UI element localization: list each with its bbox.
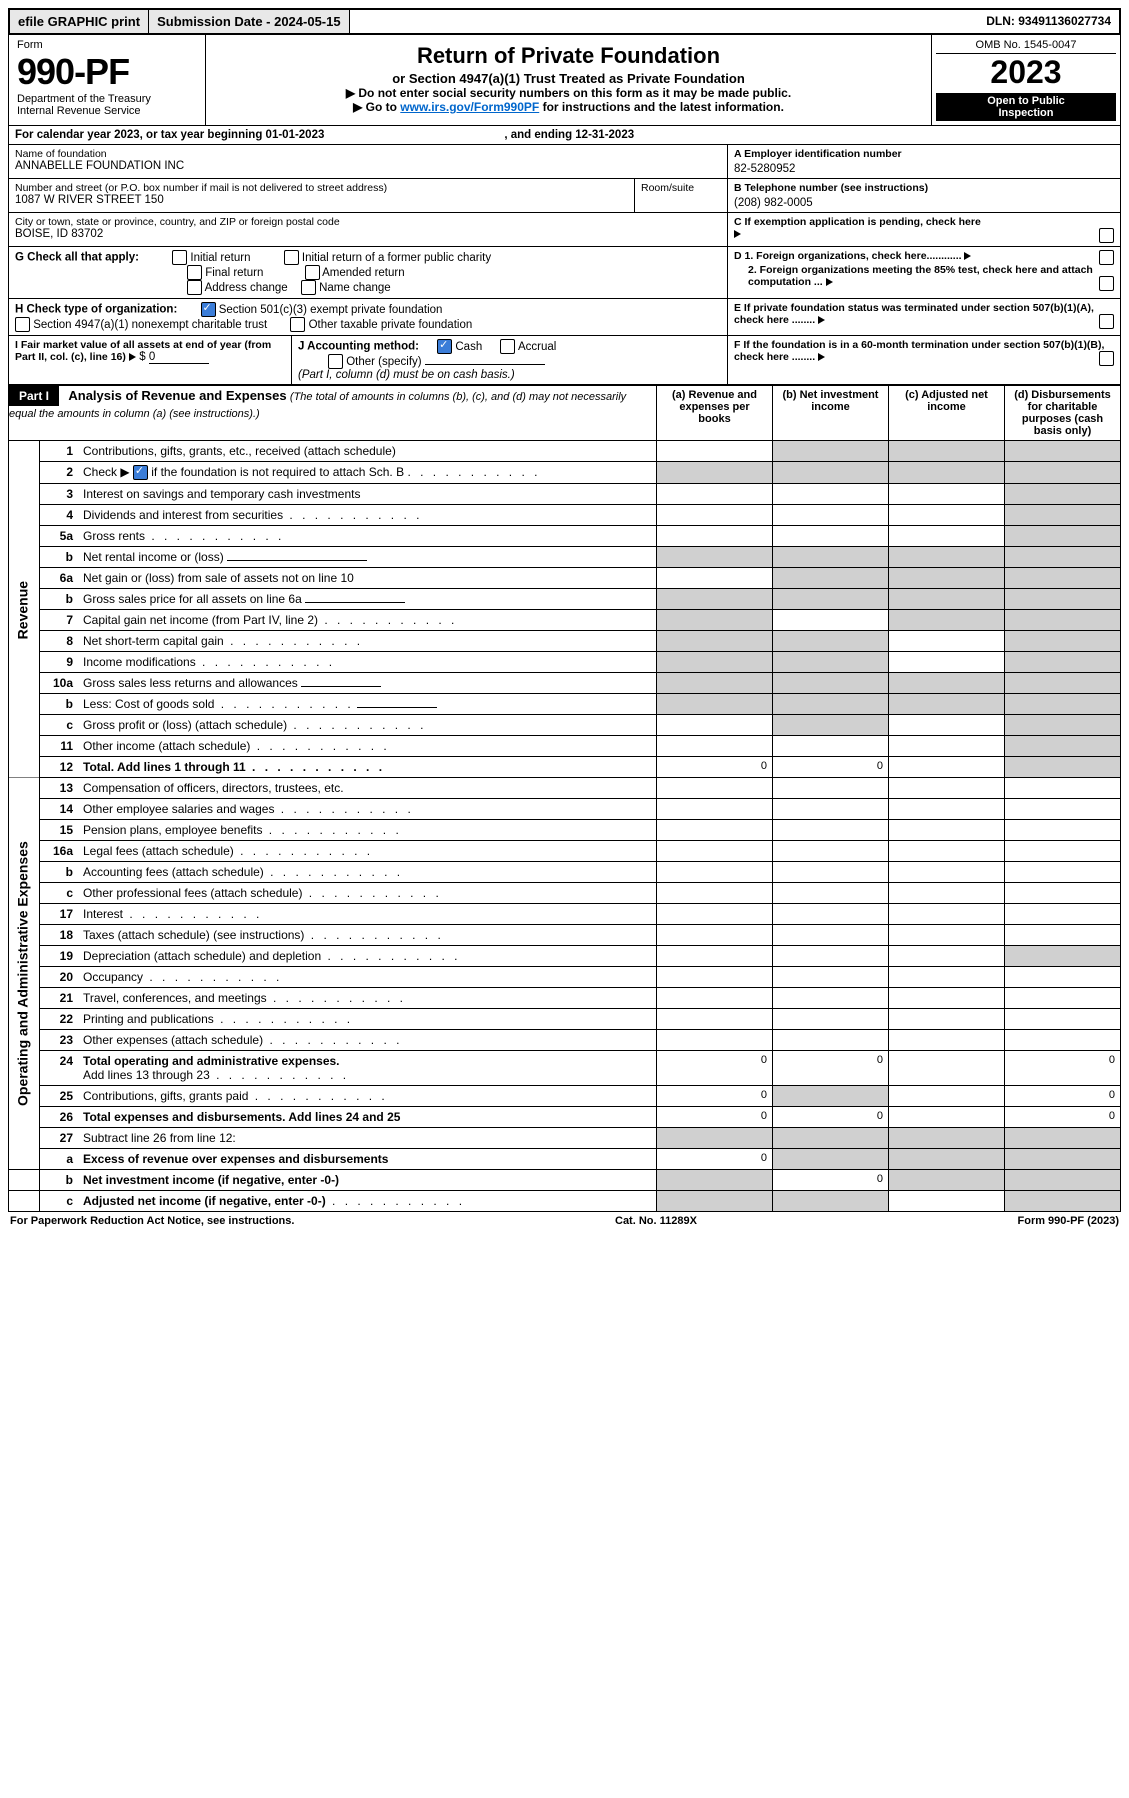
header-bar: efile GRAPHIC print Submission Date - 20… (8, 8, 1121, 35)
part1-title: Analysis of Revenue and Expenses (68, 388, 286, 403)
name-label: Name of foundation (15, 148, 721, 160)
room-label: Room/suite (635, 179, 728, 213)
g-amended[interactable] (305, 265, 320, 280)
form-label: Form (17, 39, 43, 51)
j-other[interactable] (328, 354, 343, 369)
footer-left: For Paperwork Reduction Act Notice, see … (10, 1215, 294, 1227)
f-label: F If the foundation is in a 60-month ter… (734, 339, 1104, 363)
ein: 82-5280952 (734, 163, 1114, 175)
note1: ▶ Do not enter social security numbers o… (222, 86, 915, 100)
j-note: (Part I, column (d) must be on cash basi… (298, 369, 515, 381)
j-accrual[interactable] (500, 339, 515, 354)
col-a: (a) Revenue and expenses per books (657, 386, 773, 441)
dln-text: DLN: 93491136027734 (978, 10, 1119, 33)
g-initial-former[interactable] (284, 250, 299, 265)
calyear-text: For calendar year 2023, or tax year begi… (15, 129, 324, 141)
year-box: OMB No. 1545-0047 2023 Open to PublicIns… (931, 35, 1120, 125)
submission-button[interactable]: Submission Date - 2024-05-15 (149, 10, 350, 33)
e-label: E If private foundation status was termi… (734, 302, 1094, 326)
arrow-icon (964, 252, 971, 260)
foundation-city: BOISE, ID 83702 (15, 228, 721, 240)
arrow-icon (129, 353, 136, 361)
arrow-icon (826, 278, 833, 286)
arrow-icon (734, 230, 741, 238)
f-checkbox[interactable] (1099, 351, 1114, 366)
h-4947[interactable] (15, 317, 30, 332)
i-value: 0 (149, 351, 209, 364)
irs-link[interactable]: www.irs.gov/Form990PF (400, 100, 539, 114)
omb: OMB No. 1545-0047 (936, 39, 1116, 54)
irs-label: Internal Revenue Service (17, 105, 141, 117)
e-checkbox[interactable] (1099, 314, 1114, 329)
title-row: Form 990-PF Department of the Treasury I… (8, 35, 1121, 126)
h-label: H Check type of organization: (15, 304, 177, 316)
page-footer: For Paperwork Reduction Act Notice, see … (8, 1212, 1121, 1230)
part1-label: Part I (9, 386, 59, 406)
calyear-ending: , and ending 12-31-2023 (504, 129, 634, 141)
j-cash[interactable] (437, 339, 452, 354)
form-number: 990-PF (17, 51, 129, 92)
revenue-side: Revenue (9, 441, 40, 778)
arrow-icon (818, 316, 825, 324)
c-label: C If exemption application is pending, c… (734, 216, 981, 228)
ein-label: A Employer identification number (734, 148, 1114, 160)
g-address[interactable] (187, 280, 202, 295)
footer-mid: Cat. No. 11289X (615, 1215, 697, 1227)
col-c: (c) Adjusted net income (889, 386, 1005, 441)
d2-label: 2. Foreign organizations meeting the 85%… (748, 264, 1093, 288)
arrow-icon (818, 353, 825, 361)
tel: (208) 982-0005 (734, 197, 1114, 209)
efile-button[interactable]: efile GRAPHIC print (10, 10, 149, 33)
d2-checkbox[interactable] (1099, 276, 1114, 291)
title-center: Return of Private Foundation or Section … (206, 35, 931, 125)
foundation-info: Name of foundation ANNABELLE FOUNDATION … (8, 145, 1121, 385)
main-title: Return of Private Foundation (222, 43, 915, 69)
d1-checkbox[interactable] (1099, 250, 1114, 265)
addr-label: Number and street (or P.O. box number if… (15, 182, 628, 194)
j-label: J Accounting method: (298, 341, 419, 353)
form-number-box: Form 990-PF Department of the Treasury I… (9, 35, 206, 125)
col-b: (b) Net investment income (773, 386, 889, 441)
g-initial[interactable] (172, 250, 187, 265)
i-label: I Fair market value of all assets at end… (15, 339, 271, 363)
part1-table: Part I Analysis of Revenue and Expenses … (8, 385, 1121, 1212)
foundation-name: ANNABELLE FOUNDATION INC (15, 160, 721, 172)
g-final[interactable] (187, 265, 202, 280)
city-label: City or town, state or province, country… (15, 216, 721, 228)
c-checkbox[interactable] (1099, 228, 1114, 243)
g-name[interactable] (301, 280, 316, 295)
d1-label: D 1. Foreign organizations, check here..… (734, 250, 962, 262)
tax-year: 2023 (936, 54, 1116, 91)
note2: ▶ Go to www.irs.gov/Form990PF for instru… (222, 100, 915, 114)
tel-label: B Telephone number (see instructions) (734, 182, 1114, 194)
g-label: G Check all that apply: (15, 252, 139, 264)
schb-checkbox[interactable] (133, 465, 148, 480)
inspection-badge: Open to PublicInspection (936, 93, 1116, 121)
calendar-year: For calendar year 2023, or tax year begi… (8, 126, 1121, 145)
col-d: (d) Disbursements for charitable purpose… (1005, 386, 1121, 441)
h-other[interactable] (290, 317, 305, 332)
subtitle: or Section 4947(a)(1) Trust Treated as P… (222, 71, 915, 86)
dept-label: Department of the Treasury (17, 93, 151, 105)
h-501c3[interactable] (201, 302, 216, 317)
expenses-side: Operating and Administrative Expenses (9, 778, 40, 1170)
foundation-addr: 1087 W RIVER STREET 150 (15, 194, 628, 206)
footer-right: Form 990-PF (2023) (1018, 1215, 1119, 1227)
